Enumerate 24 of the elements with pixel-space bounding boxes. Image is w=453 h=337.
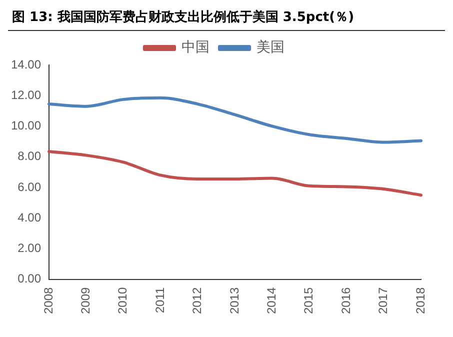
x-tick-label: 2015 <box>302 286 316 314</box>
y-tick-label: 14.00 <box>11 57 42 72</box>
x-tick-label: 2016 <box>338 286 353 314</box>
line-series <box>48 96 422 144</box>
y-tick-label: 4.00 <box>18 210 42 224</box>
y-tick-label: 10.00 <box>11 118 42 133</box>
y-tick-label: 12.00 <box>11 88 42 102</box>
y-tick-label: 6.00 <box>18 180 42 194</box>
x-tick-label: 2011 <box>152 286 167 314</box>
legend-label: 中国 <box>182 40 210 56</box>
x-tick-label: 2018 <box>413 286 428 314</box>
y-tick-label: 8.00 <box>18 149 42 164</box>
x-tick-label: 2008 <box>41 286 56 314</box>
x-tick-label: 2010 <box>116 286 130 314</box>
line-series <box>48 150 422 197</box>
x-tick-label: 2017 <box>376 286 390 314</box>
x-tick-label: 2009 <box>78 286 93 314</box>
legend-label: 美国 <box>256 40 284 56</box>
chart-title: 图 13: 我国国防军费占财政支出比例低于美国 3.5pct(％) <box>8 8 445 31</box>
x-tick-label: 2013 <box>227 286 242 314</box>
x-tick-label: 2012 <box>190 286 204 314</box>
y-tick-label: 0.00 <box>18 272 42 286</box>
x-tick-label: 2014 <box>264 286 279 314</box>
y-tick-label: 2.00 <box>18 241 42 255</box>
